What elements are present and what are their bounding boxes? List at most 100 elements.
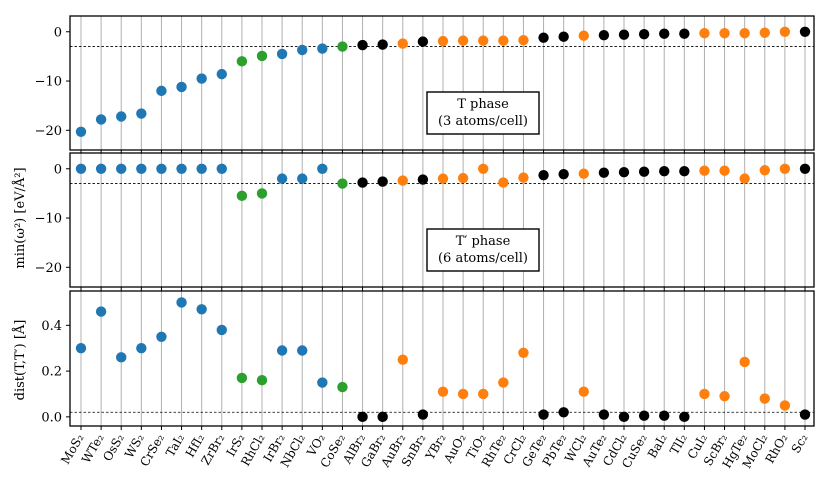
annotation-box bbox=[426, 91, 540, 135]
data-point bbox=[337, 381, 348, 393]
data-point bbox=[457, 388, 469, 400]
data-point bbox=[176, 81, 187, 93]
data-point bbox=[518, 34, 529, 46]
data-point bbox=[518, 172, 529, 183]
data-point bbox=[779, 163, 791, 174]
data-point bbox=[679, 166, 690, 177]
data-point bbox=[498, 377, 509, 388]
data-point bbox=[457, 35, 469, 46]
data-point bbox=[538, 409, 549, 420]
data-point bbox=[679, 411, 690, 423]
category-label: BaI₂ bbox=[645, 431, 670, 460]
y-tick-label: 0.4 bbox=[41, 319, 62, 334]
category-label: OsS₂ bbox=[100, 431, 127, 463]
data-point bbox=[357, 177, 368, 188]
data-point bbox=[417, 36, 429, 47]
data-point bbox=[377, 39, 388, 50]
data-point bbox=[176, 163, 187, 174]
data-point bbox=[297, 173, 308, 184]
data-point bbox=[739, 28, 750, 39]
data-point bbox=[276, 345, 288, 356]
data-point bbox=[578, 30, 589, 41]
data-point bbox=[699, 165, 710, 176]
y-tick-label: 0 bbox=[54, 162, 62, 177]
data-point bbox=[719, 28, 730, 39]
data-point bbox=[457, 172, 469, 184]
axes-frame bbox=[69, 152, 815, 288]
data-point bbox=[538, 169, 549, 181]
data-point bbox=[377, 411, 388, 423]
axes-frame bbox=[69, 290, 815, 427]
data-point bbox=[317, 163, 328, 174]
data-point bbox=[799, 163, 811, 174]
data-point bbox=[397, 38, 408, 49]
data-point bbox=[116, 111, 127, 122]
data-point bbox=[618, 411, 630, 423]
data-point bbox=[638, 166, 650, 177]
data-point bbox=[498, 35, 509, 46]
data-point bbox=[75, 163, 87, 174]
data-point bbox=[618, 29, 630, 40]
data-point bbox=[437, 35, 449, 47]
data-point bbox=[297, 44, 308, 56]
data-point bbox=[216, 324, 227, 336]
data-point bbox=[437, 173, 449, 184]
data-point bbox=[598, 167, 610, 178]
annotation-text: T phase bbox=[457, 97, 509, 112]
data-point bbox=[799, 409, 811, 420]
data-point bbox=[256, 50, 268, 62]
axes-frame bbox=[69, 15, 815, 151]
data-point bbox=[95, 163, 107, 174]
data-point bbox=[679, 28, 690, 39]
data-point bbox=[297, 345, 308, 356]
data-point bbox=[538, 32, 549, 43]
panel-1: 0 −10 −20 T phase (3 atoms/cell) bbox=[35, 15, 815, 154]
annotation-box bbox=[426, 228, 540, 272]
data-point bbox=[337, 178, 348, 189]
data-point bbox=[638, 410, 650, 421]
annotation-text: T′ phase bbox=[456, 234, 511, 249]
data-point bbox=[256, 188, 268, 199]
data-point bbox=[578, 386, 589, 397]
data-point bbox=[377, 176, 388, 187]
data-point bbox=[256, 375, 268, 386]
panel-2: 0 −10 −20 T′ phase (6 atoms/cell) bbox=[35, 152, 815, 291]
annotation-text: (6 atoms/cell) bbox=[438, 251, 528, 266]
data-point bbox=[598, 409, 610, 420]
data-point bbox=[578, 168, 589, 179]
data-point bbox=[659, 28, 670, 39]
data-point bbox=[437, 386, 449, 397]
data-point bbox=[236, 56, 248, 67]
data-point bbox=[779, 26, 791, 37]
y-tick-label: 0.2 bbox=[41, 365, 62, 380]
annotation-text: (3 atoms/cell) bbox=[438, 114, 528, 129]
data-point bbox=[739, 356, 750, 368]
data-point bbox=[156, 331, 167, 342]
data-point bbox=[317, 43, 328, 54]
data-point bbox=[75, 343, 87, 354]
data-point bbox=[659, 410, 670, 421]
data-point bbox=[196, 73, 207, 84]
data-point bbox=[136, 163, 147, 174]
data-point bbox=[276, 48, 288, 60]
data-point bbox=[618, 167, 630, 178]
data-point bbox=[116, 352, 127, 363]
data-point bbox=[417, 174, 429, 185]
data-point bbox=[498, 177, 509, 188]
data-point bbox=[196, 304, 207, 315]
data-point bbox=[397, 175, 408, 186]
data-point bbox=[478, 388, 489, 400]
panel-3: 0.0 0.2 0.4 bbox=[41, 290, 815, 430]
data-point bbox=[518, 347, 529, 358]
data-point bbox=[156, 85, 167, 97]
data-point bbox=[558, 407, 569, 418]
data-point bbox=[75, 126, 87, 137]
y-tick-label: −10 bbox=[35, 212, 62, 227]
category-label: Sc₂ bbox=[789, 431, 811, 455]
data-point bbox=[236, 190, 248, 202]
data-point bbox=[95, 114, 107, 125]
category-label: TaI₂ bbox=[163, 431, 187, 459]
data-point bbox=[739, 173, 750, 184]
data-point bbox=[276, 173, 288, 184]
